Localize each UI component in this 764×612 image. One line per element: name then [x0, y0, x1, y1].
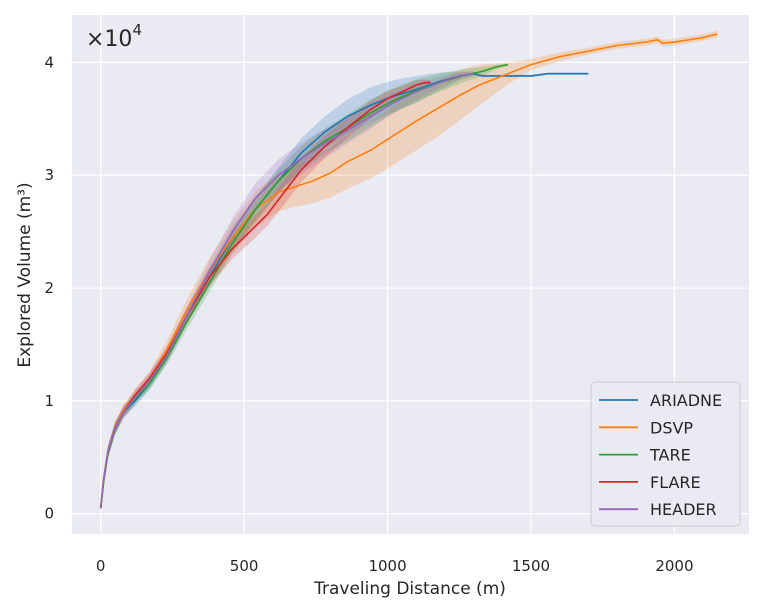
- x-tick-label: 0: [96, 557, 106, 575]
- legend-frame: [590, 381, 741, 527]
- series-lines: [99, 33, 718, 509]
- y-axis-label: Explored Volume (m³): [15, 182, 35, 367]
- legend-item-tare: TARE: [599, 446, 691, 465]
- x-tick-label: 1500: [512, 557, 550, 575]
- y-tick-label: 2: [44, 279, 54, 297]
- y-tick-label: 4: [44, 53, 54, 71]
- legend-item-flare: FLARE: [599, 473, 701, 492]
- y-tick-label: 1: [44, 392, 54, 410]
- x-tick-label: 2000: [655, 557, 693, 575]
- band-dsvp: [100, 30, 718, 511]
- x-tick-label: 500: [230, 557, 259, 575]
- legend-label-header: HEADER: [650, 500, 717, 519]
- y-tick-labels: 0 1 2 3 4: [44, 53, 54, 522]
- legend-item-dsvp: DSVP: [599, 418, 693, 437]
- y-offset-text: ×104: [86, 21, 142, 52]
- band-header: [100, 71, 474, 511]
- y-offset-exponent: 4: [132, 21, 142, 39]
- y-tick-label: 3: [44, 166, 54, 184]
- y-offset-base: ×10: [86, 27, 132, 52]
- legend-items: ARIADNE DSVP TARE FLARE HEADER: [599, 391, 722, 519]
- x-axis-label: Traveling Distance (m): [313, 579, 506, 599]
- legend: ARIADNE DSVP TARE FLARE HEADER: [590, 381, 741, 527]
- legend-item-header: HEADER: [599, 500, 717, 519]
- legend-label-ariadne: ARIADNE: [650, 391, 722, 410]
- legend-label-dsvp: DSVP: [650, 418, 693, 437]
- legend-label-flare: FLARE: [650, 473, 701, 492]
- legend-item-ariadne: ARIADNE: [599, 391, 722, 410]
- series-line-header: [99, 72, 474, 509]
- y-tick-label: 0: [44, 505, 54, 523]
- x-tick-label: 1000: [368, 557, 406, 575]
- band-tare: [100, 63, 508, 511]
- x-tick-labels: 0 500 1000 1500 2000: [96, 557, 694, 575]
- legend-label-tare: TARE: [649, 446, 691, 465]
